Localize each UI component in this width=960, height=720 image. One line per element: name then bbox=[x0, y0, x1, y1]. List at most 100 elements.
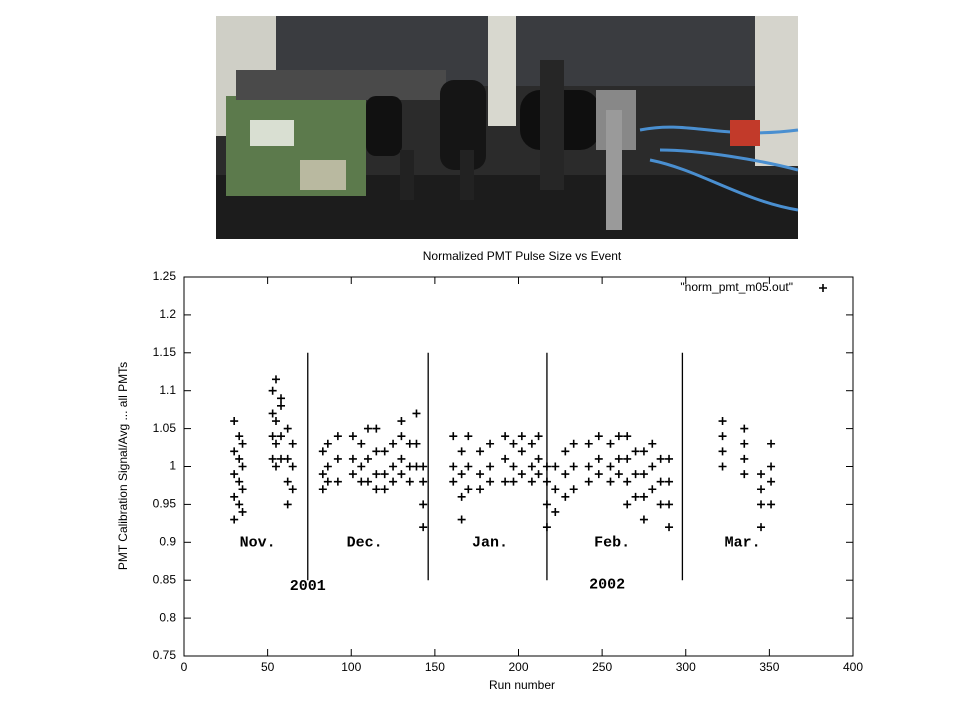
data-point bbox=[623, 432, 632, 441]
data-point bbox=[665, 454, 674, 463]
data-point bbox=[235, 500, 244, 509]
data-point bbox=[501, 454, 510, 463]
data-point bbox=[230, 492, 239, 501]
data-point bbox=[639, 470, 648, 479]
data-point bbox=[238, 439, 247, 448]
data-point bbox=[527, 462, 536, 471]
data-point bbox=[594, 470, 603, 479]
data-point bbox=[665, 500, 674, 509]
data-point bbox=[648, 485, 657, 494]
data-point bbox=[464, 432, 473, 441]
data-point bbox=[405, 462, 414, 471]
data-point bbox=[639, 447, 648, 456]
data-point bbox=[631, 447, 640, 456]
y-tick-label: 1.15 bbox=[153, 345, 177, 359]
y-tick-label: 0.9 bbox=[159, 534, 176, 548]
data-point bbox=[230, 417, 239, 426]
data-point bbox=[606, 477, 615, 486]
data-point bbox=[230, 515, 239, 524]
data-point bbox=[318, 470, 327, 479]
data-point bbox=[542, 462, 551, 471]
data-point bbox=[476, 485, 485, 494]
data-point bbox=[594, 432, 603, 441]
data-point bbox=[648, 462, 657, 471]
data-point bbox=[757, 470, 766, 479]
data-point bbox=[238, 507, 247, 516]
plot-frame bbox=[183, 276, 854, 657]
data-point bbox=[372, 470, 381, 479]
data-point bbox=[230, 447, 239, 456]
data-point bbox=[348, 432, 357, 441]
data-point bbox=[457, 470, 466, 479]
data-point bbox=[486, 439, 495, 448]
data-point bbox=[357, 439, 366, 448]
data-point bbox=[238, 485, 247, 494]
data-point bbox=[631, 470, 640, 479]
data-point bbox=[584, 439, 593, 448]
data-point bbox=[348, 454, 357, 463]
data-point bbox=[268, 432, 277, 441]
data-point bbox=[584, 462, 593, 471]
data-point bbox=[648, 439, 657, 448]
data-point bbox=[283, 424, 292, 433]
annotation: 2002 bbox=[589, 577, 625, 594]
x-tick-label: 250 bbox=[592, 660, 612, 674]
data-point bbox=[561, 492, 570, 501]
data-point bbox=[283, 454, 292, 463]
data-point bbox=[542, 477, 551, 486]
data-point bbox=[449, 477, 458, 486]
data-point bbox=[277, 401, 286, 410]
data-point bbox=[569, 439, 578, 448]
y-tick-label: 1.05 bbox=[153, 421, 177, 435]
data-point bbox=[718, 417, 727, 426]
data-point bbox=[767, 500, 776, 509]
data-point bbox=[718, 447, 727, 456]
data-point bbox=[623, 454, 632, 463]
data-point bbox=[464, 485, 473, 494]
data-point bbox=[561, 470, 570, 479]
data-point bbox=[333, 477, 342, 486]
data-point bbox=[594, 454, 603, 463]
data-point bbox=[419, 462, 428, 471]
legend-label: "norm_pmt_m05.out" bbox=[680, 280, 793, 294]
data-point bbox=[718, 432, 727, 441]
data-point bbox=[323, 462, 332, 471]
data-point bbox=[551, 485, 560, 494]
data-point bbox=[363, 424, 372, 433]
y-tick-label: 0.85 bbox=[153, 572, 177, 586]
data-point bbox=[405, 439, 414, 448]
data-point bbox=[542, 523, 551, 532]
data-point bbox=[449, 462, 458, 471]
data-point bbox=[509, 477, 518, 486]
y-tick-label: 1.25 bbox=[153, 269, 177, 283]
data-point bbox=[476, 470, 485, 479]
data-point bbox=[235, 477, 244, 486]
data-point bbox=[527, 439, 536, 448]
data-point bbox=[380, 470, 389, 479]
annotation: Jan. bbox=[472, 534, 508, 551]
data-point bbox=[509, 462, 518, 471]
data-point bbox=[323, 477, 332, 486]
data-point bbox=[372, 485, 381, 494]
data-point bbox=[372, 447, 381, 456]
data-point bbox=[665, 523, 674, 532]
data-point bbox=[277, 394, 286, 403]
data-point bbox=[283, 477, 292, 486]
y-tick-label: 0.8 bbox=[159, 610, 176, 624]
data-point bbox=[740, 424, 749, 433]
data-point bbox=[271, 375, 280, 384]
photo bbox=[216, 16, 799, 239]
data-point bbox=[318, 447, 327, 456]
data-point bbox=[372, 424, 381, 433]
data-point bbox=[389, 439, 398, 448]
data-point bbox=[606, 439, 615, 448]
data-point bbox=[534, 454, 543, 463]
data-point bbox=[419, 477, 428, 486]
data-point bbox=[363, 454, 372, 463]
data-point bbox=[542, 500, 551, 509]
data-point bbox=[767, 477, 776, 486]
data-point bbox=[551, 507, 560, 516]
data-point bbox=[323, 439, 332, 448]
annotation: 2001 bbox=[290, 578, 326, 595]
